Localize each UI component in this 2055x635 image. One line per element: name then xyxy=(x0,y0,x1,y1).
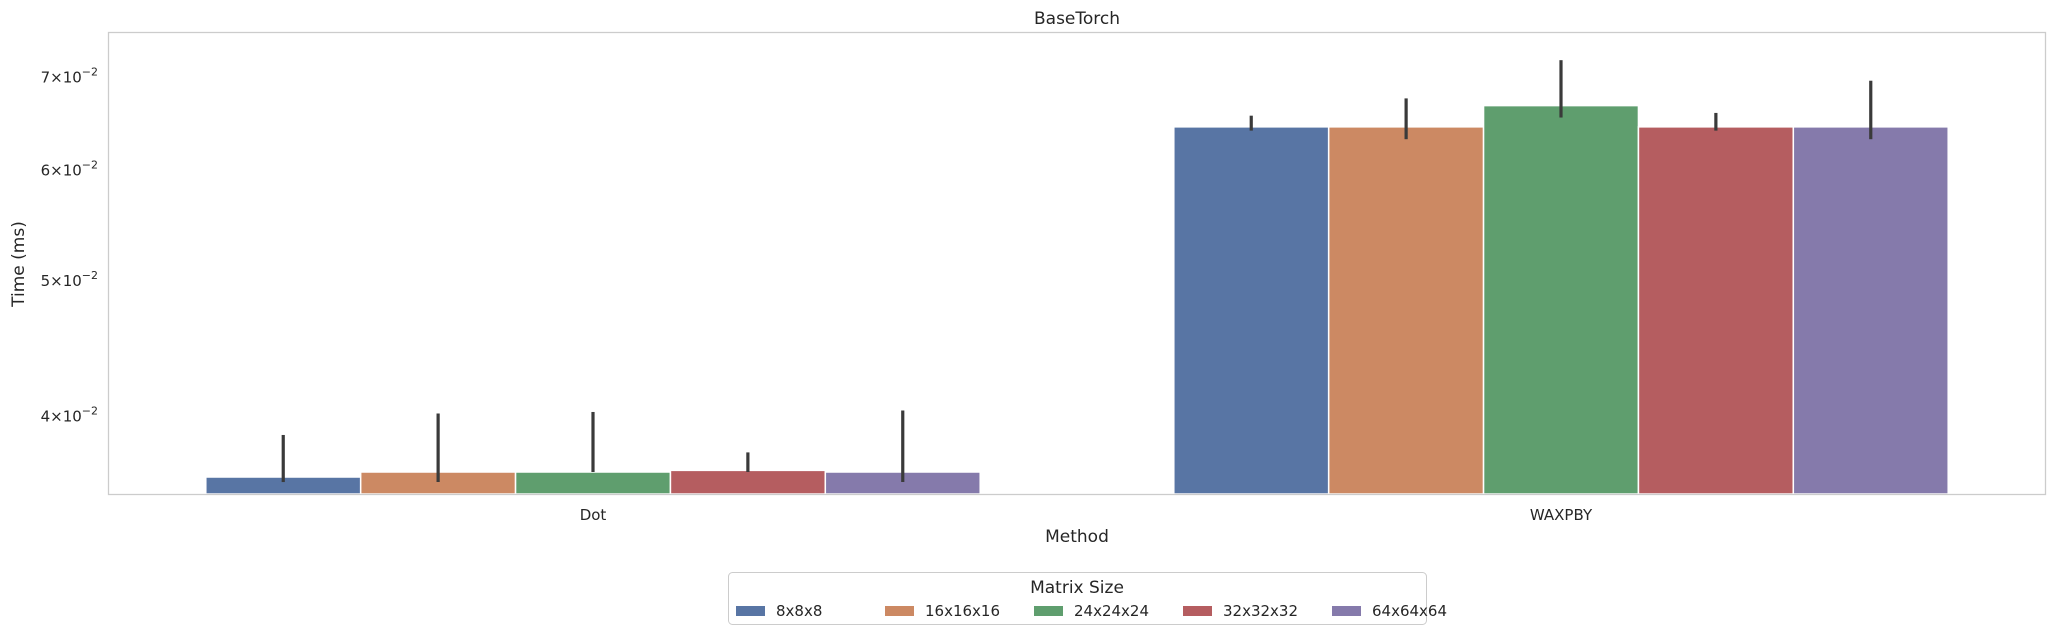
legend-label: 8x8x8 xyxy=(776,602,822,620)
legend-label: 16x16x16 xyxy=(925,602,1000,620)
bar xyxy=(514,471,672,495)
bar xyxy=(669,469,827,495)
y-tick-label: 7×10−2 xyxy=(41,65,98,86)
chart-title: BaseTorch xyxy=(1034,9,1120,29)
bar xyxy=(1637,126,1795,495)
legend-swatch xyxy=(1332,606,1361,616)
legend-label: 32x32x32 xyxy=(1223,602,1298,620)
error-bars-layer xyxy=(281,60,1873,483)
legend-swatch xyxy=(736,606,765,616)
bar xyxy=(1792,126,1949,495)
legend-swatch xyxy=(1183,606,1212,616)
plot-frame xyxy=(107,31,2047,496)
x-tick-labels: Dot WAXPBY xyxy=(580,506,1593,524)
bar xyxy=(1173,126,1330,495)
x-tick-label: WAXPBY xyxy=(1530,506,1593,524)
legend-label: 24x24x24 xyxy=(1074,602,1149,620)
x-tick-label: Dot xyxy=(580,506,607,524)
y-tick-label: 5×10−2 xyxy=(41,269,98,290)
bar xyxy=(1327,126,1485,495)
y-tick-label: 6×10−2 xyxy=(41,159,98,180)
y-axis-label: Time (ms) xyxy=(9,221,29,308)
legend-items: 8x8x8 16x16x16 24x24x24 32x32x32 64x64x64 xyxy=(736,602,1447,620)
legend-title: Matrix Size xyxy=(1030,578,1124,598)
legend-swatch xyxy=(1034,606,1063,616)
bars-layer xyxy=(205,104,1949,495)
y-tick-labels: 4×10−2 5×10−2 6×10−2 7×10−2 xyxy=(41,65,98,425)
bar xyxy=(1482,104,1640,495)
legend-label: 64x64x64 xyxy=(1372,602,1447,620)
x-axis-label: Method xyxy=(1045,527,1109,547)
legend-swatch xyxy=(885,606,914,616)
legend: Matrix Size 8x8x8 16x16x16 24x24x24 32x32x3… xyxy=(728,572,1447,625)
y-tick-label: 4×10−2 xyxy=(41,405,98,426)
